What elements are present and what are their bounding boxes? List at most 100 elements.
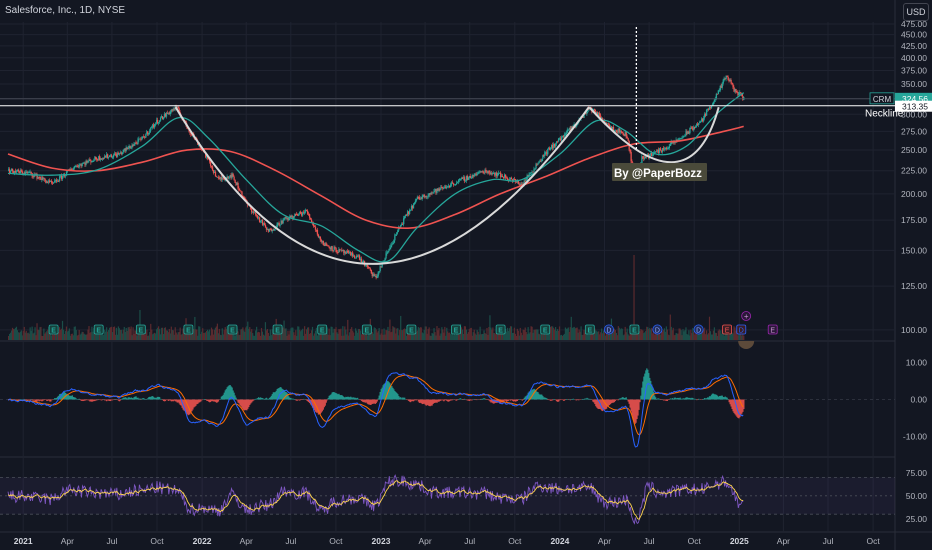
candle-body [38,177,40,178]
volume-bar [601,328,603,340]
earnings-marker[interactable] [317,324,328,335]
volume-bar [493,333,495,340]
candle-body [8,169,10,171]
volume-bar [172,330,174,340]
volume-bar [555,330,558,340]
earnings-marker[interactable] [361,324,372,335]
volume-bar [156,329,158,340]
volume-bar [175,332,177,340]
recent-event-marker[interactable] [736,324,747,335]
earnings-marker[interactable] [451,324,461,335]
volume-bar [330,326,332,340]
volume-bar [654,334,656,340]
volume-bar [256,332,259,340]
volume-bar [743,335,745,340]
candle-body [178,108,180,113]
macd-histogram-bar [177,399,179,403]
macd-tick-label: 0.00 [910,395,927,405]
volume-bar [166,330,169,340]
candle-body [593,108,595,110]
macd-histogram-bar [727,399,729,400]
dividend-marker[interactable] [603,324,614,335]
volume-bar [117,326,119,340]
macd-histogram-bar [437,399,439,402]
candle-body [237,182,239,189]
candle-body [402,223,404,225]
volume-bar [273,334,275,340]
volume-bar [195,329,197,340]
add-event-icon[interactable] [741,311,752,321]
macd-histogram-bar [152,396,154,400]
macd-histogram-bar [307,399,310,403]
macd-histogram-bar [301,399,303,400]
candle-body [336,251,338,253]
macd-histogram-bar [570,399,572,400]
macd-histogram-bar [60,393,63,400]
macd-histogram-bar [238,399,240,404]
candle-body [401,223,403,226]
volume-bar [383,328,385,340]
macd-histogram-bar [117,399,120,401]
earnings-marker[interactable] [406,324,417,335]
candle-body [389,247,391,250]
macd-histogram-bar [606,399,609,407]
earnings-marker[interactable] [540,324,551,335]
volume-bar [657,331,660,340]
volume-bar [226,326,228,340]
candle-body [551,145,553,149]
volume-bar [282,327,284,340]
earnings-marker[interactable] [135,324,146,335]
volume-bar [53,334,55,340]
future-earnings-marker[interactable] [767,324,778,335]
volume-bar [572,327,574,340]
macd-histogram-bar [212,399,215,402]
volume-bar [51,335,53,340]
volume-bar [78,329,80,340]
volume-bar [72,335,74,340]
earnings-marker[interactable] [183,324,194,335]
macd-histogram-bar [431,399,433,406]
candle-body [171,109,174,111]
candle-body [110,155,113,158]
volume-bar [192,328,194,340]
candle-body [325,243,327,246]
macd-histogram-bar [713,394,716,400]
volume-bar [730,328,732,340]
candle-body [657,149,660,154]
volume-bar [200,334,202,340]
macd-histogram-bar [159,398,162,400]
volume-bar [204,332,206,340]
candle-body [432,192,434,194]
earnings-marker[interactable] [93,324,104,335]
dividend-marker[interactable] [693,324,704,335]
macd-histogram-bar [178,399,180,404]
candle-body [127,148,129,150]
volume-bar [696,333,698,340]
candle-body [605,122,608,125]
earnings-marker[interactable] [495,324,506,335]
symbol-text: CRM [873,95,892,104]
volume-bar [557,330,560,340]
macd-histogram-bar [681,399,683,400]
neckline-label: Neckline [865,109,904,120]
volume-bar [252,333,254,340]
macd-histogram-bar [454,399,456,400]
candle-body [723,78,725,81]
macd-histogram-bar [288,396,290,400]
neckline-price-tag [895,100,932,112]
earnings-marker[interactable] [227,324,238,335]
recent-event-marker[interactable] [722,324,732,335]
macd-histogram-bar [670,398,672,400]
volume-bar [302,328,304,340]
volume-bar [193,329,195,340]
candle-body [562,136,565,137]
earnings-marker[interactable] [584,324,595,335]
earnings-marker[interactable] [629,324,640,335]
volume-bar [496,331,498,340]
dividend-marker[interactable] [652,324,663,335]
macd-histogram-bar [303,398,305,400]
earnings-marker[interactable] [48,324,59,335]
earnings-marker[interactable] [272,324,283,335]
currency-button[interactable]: USD [903,3,929,21]
